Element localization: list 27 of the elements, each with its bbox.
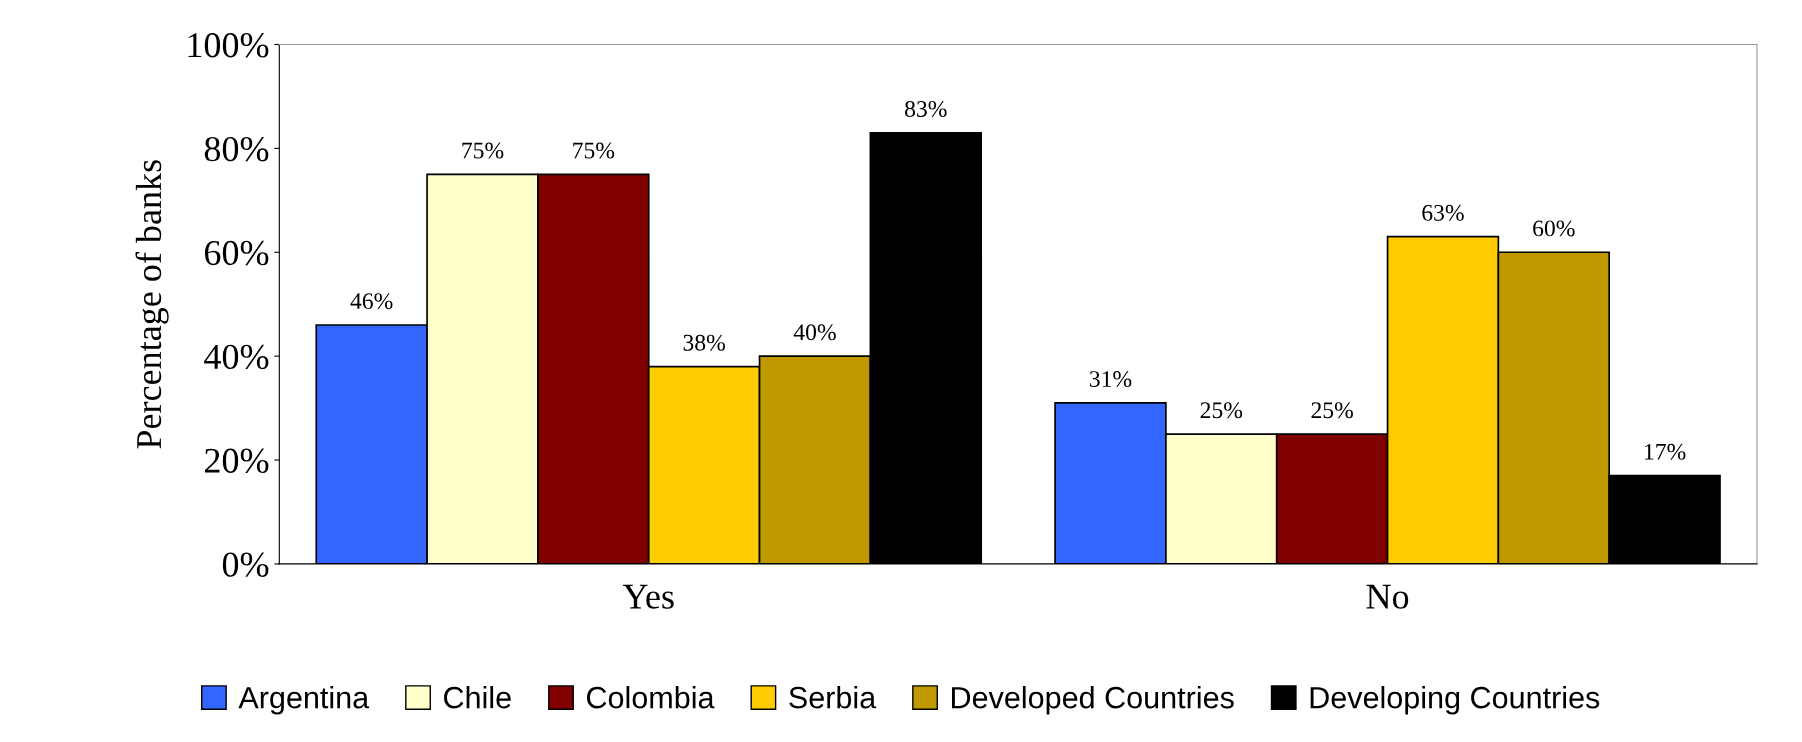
legend-label: Serbia [789, 686, 877, 709]
data-label: 60% [1533, 220, 1575, 237]
data-label: 17% [1645, 443, 1686, 460]
y-tick-label: 80% [204, 136, 269, 162]
legend-label: Argentina [238, 686, 370, 715]
data-label: 25% [1311, 402, 1353, 419]
y-axis-title: Percentage of banks [135, 160, 169, 449]
y-tick-label: 60% [204, 240, 269, 266]
legend-label: Developing Countries [1310, 686, 1600, 715]
data-label: 46% [350, 293, 393, 310]
legend-label: Developed Countries [952, 686, 1234, 715]
legend-label: Colombia [587, 686, 715, 709]
data-label: 75% [573, 142, 615, 159]
x-tick-label: Yes [622, 584, 674, 609]
data-label: 40% [793, 324, 836, 341]
data-label: 31% [1089, 371, 1132, 388]
y-tick-label: 20% [204, 448, 269, 474]
data-label: 38% [683, 334, 725, 351]
data-label: 83% [905, 100, 947, 117]
legend-label: Chile [444, 686, 511, 709]
y-tick-label: 40% [204, 344, 269, 370]
data-label: 25% [1200, 402, 1243, 419]
data-label: 63% [1422, 204, 1464, 221]
x-tick-label: No [1366, 584, 1409, 609]
y-tick-label: 100% [188, 33, 269, 58]
y-tick-label: 0% [222, 552, 269, 577]
data-label: 75% [462, 142, 504, 159]
